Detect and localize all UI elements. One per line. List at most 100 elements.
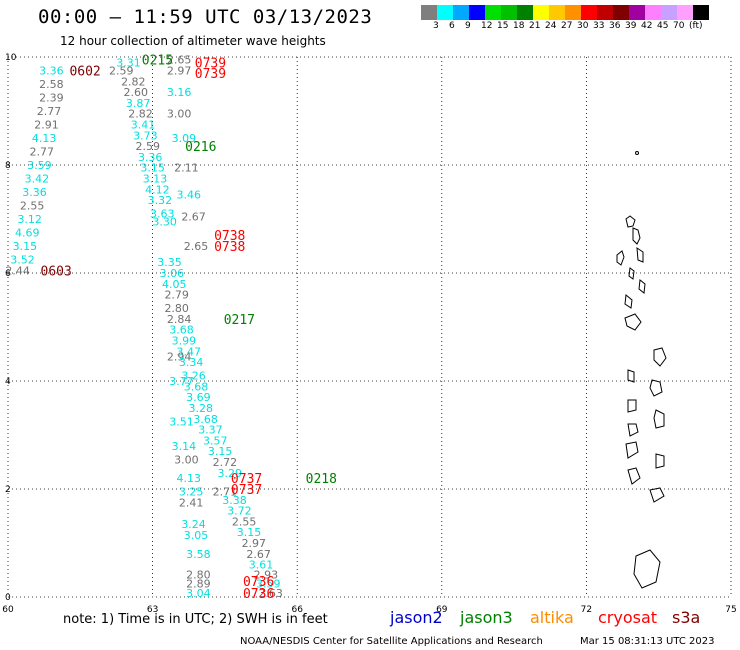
pass-time-label: 0217 bbox=[224, 313, 255, 328]
swh-value-label: 3.26 bbox=[181, 370, 206, 383]
pass-time-label: 0738 bbox=[214, 240, 245, 255]
swh-value-label: 2.79 bbox=[164, 289, 189, 302]
legend-swatch bbox=[629, 5, 645, 20]
y-tick-label: 2 bbox=[5, 485, 11, 495]
pass-time-label: 0738 bbox=[214, 229, 245, 244]
legend-label: 12 bbox=[481, 21, 493, 31]
island-outline bbox=[655, 453, 665, 469]
swh-value-label: 2.91 bbox=[34, 119, 59, 132]
swh-value-label: 3.15 bbox=[140, 162, 165, 175]
swh-value-label: 3.00 bbox=[174, 453, 199, 466]
legend-swatch bbox=[533, 5, 549, 20]
swh-value-label: 3.37 bbox=[198, 424, 223, 437]
page-subtitle: 12 hour collection of altimeter wave hei… bbox=[60, 34, 326, 48]
swh-value-label: 3.06 bbox=[160, 267, 185, 280]
legend-label: 45 bbox=[657, 21, 669, 31]
x-tick-label: 63 bbox=[147, 605, 158, 615]
swh-value-label: 2.67 bbox=[181, 210, 206, 223]
y-tick-label: 6 bbox=[5, 269, 11, 279]
legend-swatch bbox=[549, 5, 565, 20]
swh-value-label: 3.28 bbox=[189, 402, 214, 415]
y-tick-label: 10 bbox=[5, 53, 17, 63]
swh-value-label: 3.57 bbox=[203, 434, 228, 447]
swh-value-label: 2.94 bbox=[167, 351, 192, 364]
legend-swatch bbox=[597, 5, 613, 20]
swh-value-label: 2.65 bbox=[167, 54, 192, 67]
satellite-legend-item: jason2 bbox=[390, 608, 443, 627]
swh-value-label: 2.65 bbox=[184, 240, 209, 253]
legend-swatch bbox=[437, 5, 453, 20]
swh-value-label: 3.31 bbox=[116, 56, 141, 69]
swh-value-label: 2.80 bbox=[186, 568, 211, 581]
swh-value-label: 2.72 bbox=[213, 456, 238, 469]
swh-value-label: 2.60 bbox=[123, 86, 148, 99]
credit-text: NOAA/NESDIS Center for Satellite Applica… bbox=[240, 636, 543, 647]
swh-value-label: 3.32 bbox=[148, 194, 173, 207]
island-outline bbox=[649, 379, 663, 397]
pass-time-label: 0736 bbox=[243, 587, 274, 602]
y-tick-label: 0 bbox=[5, 593, 11, 603]
island-outline bbox=[627, 399, 637, 413]
island-outline bbox=[624, 313, 642, 331]
island-outline bbox=[616, 250, 625, 266]
swh-value-label: 3.15 bbox=[208, 445, 233, 458]
swh-value-label: 3.52 bbox=[10, 254, 35, 267]
swh-value-label: 2.71 bbox=[213, 486, 238, 499]
swh-value-label: 2.41 bbox=[179, 497, 204, 510]
swh-value-label: 3.69 bbox=[186, 391, 211, 404]
swh-value-label: 3.68 bbox=[184, 380, 209, 393]
legend-swatch bbox=[693, 5, 709, 20]
swh-value-label: 3.61 bbox=[249, 559, 274, 572]
swh-value-label: 3.04 bbox=[186, 587, 211, 600]
swh-value-label: 3.29 bbox=[217, 467, 242, 480]
swh-value-label: 3.36 bbox=[39, 65, 64, 78]
swh-value-label: 2.58 bbox=[39, 78, 64, 91]
island-outline bbox=[627, 467, 641, 485]
swh-value-label: 4.69 bbox=[15, 227, 40, 240]
swh-value-label: 2.44 bbox=[5, 264, 30, 277]
swh-value-label: 3.46 bbox=[177, 189, 202, 202]
swh-value-label: 3.36 bbox=[138, 151, 163, 164]
color-legend bbox=[421, 5, 709, 20]
island-outline bbox=[628, 267, 635, 280]
legend-label: 21 bbox=[529, 21, 541, 31]
legend-label: 30 bbox=[577, 21, 589, 31]
swh-value-label: 3.72 bbox=[227, 505, 252, 518]
swh-value-label: 3.05 bbox=[184, 529, 209, 542]
swh-value-label: 3.36 bbox=[22, 186, 47, 199]
swh-value-label: 2.97 bbox=[242, 537, 267, 550]
y-tick-label: 4 bbox=[5, 377, 11, 387]
island-outline bbox=[625, 215, 636, 228]
swh-value-label: 2.63 bbox=[258, 587, 283, 600]
pass-time-label: 0602 bbox=[69, 65, 100, 80]
swh-value-label: 4.13 bbox=[177, 472, 202, 485]
satellite-legend-item: cryosat bbox=[598, 608, 658, 627]
legend-label: 15 bbox=[497, 21, 509, 31]
island-outline bbox=[636, 247, 644, 263]
island-outline bbox=[625, 441, 639, 459]
legend-label: 39 bbox=[625, 21, 637, 31]
swh-value-label: 2.84 bbox=[167, 313, 192, 326]
axis-ticks: 60 63 66 69 72 75 0 2 4 6 8 10 bbox=[2, 53, 736, 615]
legend-swatch bbox=[613, 5, 629, 20]
maldives-coastline bbox=[616, 151, 667, 589]
swh-value-label: 3.41 bbox=[131, 119, 156, 132]
generated-date: Mar 15 08:31:13 UTC 2023 bbox=[580, 636, 715, 647]
swh-values: 3.313.36 2.592.58 2.822.39 2.602.773.872.91… bbox=[5, 54, 283, 601]
pass-time-label: 0737 bbox=[231, 472, 262, 487]
pass-time-label: 0218 bbox=[306, 472, 337, 487]
swh-value-label: 3.14 bbox=[172, 440, 197, 453]
legend-label: 33 bbox=[593, 21, 605, 31]
swh-value-label: 3.12 bbox=[17, 213, 42, 226]
legend-swatch bbox=[501, 5, 517, 20]
swh-value-label: 3.58 bbox=[186, 548, 211, 561]
legend-label: 70 bbox=[673, 21, 685, 31]
swh-value-label: 2.55 bbox=[232, 515, 257, 528]
legend-swatch bbox=[421, 5, 437, 20]
swh-value-label: 3.15 bbox=[13, 240, 38, 253]
swh-value-label: 3.68 bbox=[193, 413, 218, 426]
legend-label: 36 bbox=[609, 21, 621, 31]
swh-value-label: 3.13 bbox=[143, 173, 168, 186]
legend-label: (ft) bbox=[689, 21, 703, 31]
